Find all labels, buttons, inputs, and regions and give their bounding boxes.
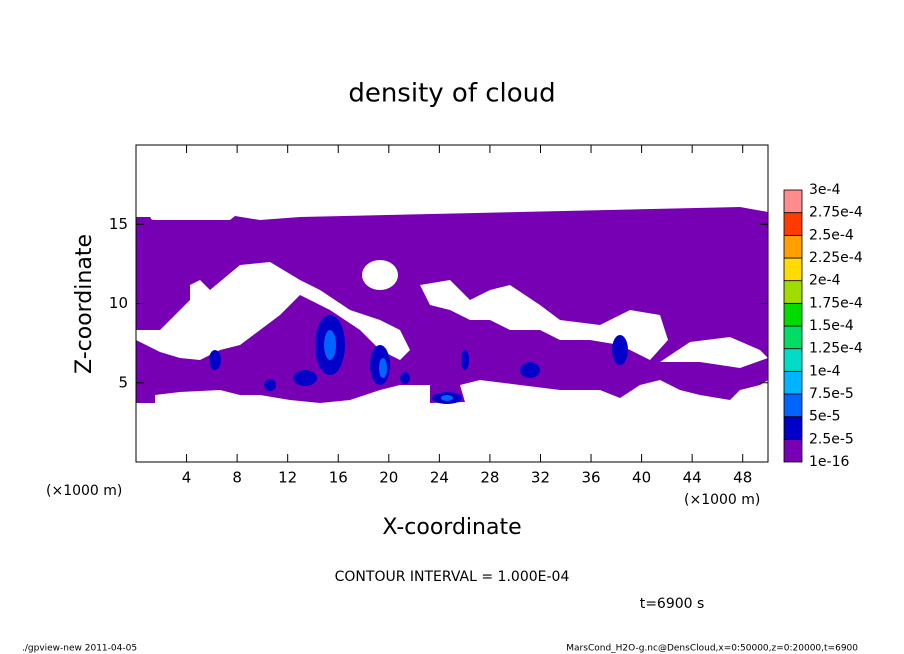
x-unit: (×1000 m): [684, 492, 760, 508]
x-unit: (×1000 m): [46, 483, 122, 499]
cloud-region: [293, 370, 317, 386]
colorbar-box: [783, 438, 803, 463]
time-label: t=6900 s: [640, 596, 705, 612]
clear-area: [136, 262, 410, 360]
colorbar-label: 2.75e-4: [809, 205, 863, 221]
cloud-region: [400, 372, 410, 384]
contour-interval: CONTOUR INTERVAL = 1.000E-04: [335, 569, 570, 585]
clear-area: [362, 260, 398, 290]
contour-field: [136, 207, 768, 404]
colorbar-label: 2.25e-4: [809, 250, 863, 266]
colorbar-label: 1.75e-4: [809, 295, 863, 311]
cloud-region: [209, 350, 221, 370]
clear-area: [420, 280, 668, 360]
x-tick-label: 32: [531, 469, 550, 487]
colorbar-box: [783, 416, 803, 440]
footer-left: ./gpview-new 2011-04-05: [22, 644, 137, 654]
colorbar-label: 2.5e-5: [809, 431, 854, 447]
x-tick-label: 12: [278, 469, 297, 487]
colorbar-label: 1e-4: [809, 363, 841, 379]
colorbar-label: 5e-5: [809, 409, 840, 425]
colorbar-box: [783, 257, 803, 282]
colorbar-box: [783, 212, 803, 236]
colorbar-box: [783, 370, 803, 395]
cloud-region: [520, 362, 540, 378]
y-tick-label: 10: [109, 294, 128, 312]
colorbar-label: 1.25e-4: [809, 341, 863, 357]
cloud-region: [612, 335, 628, 365]
cloud-region: [324, 330, 336, 360]
colorbar-label: 1e-16: [809, 454, 849, 470]
x-tick-label: 44: [683, 469, 702, 487]
x-tick-label: 40: [632, 469, 651, 487]
cloud-region: [461, 350, 469, 370]
cloud-region: [441, 395, 453, 401]
x-tick-label: 8: [232, 469, 242, 487]
cloud-region: [379, 358, 387, 378]
footer-right: MarsCond_H2O-g.nc@DensCloud,x=0:50000,z=…: [566, 644, 858, 654]
y-tick-label: 5: [118, 373, 128, 391]
colorbar-box: [783, 280, 803, 304]
colorbar-box: [783, 302, 803, 327]
x-tick-label: 16: [329, 469, 348, 487]
chart-title: density of cloud: [348, 79, 555, 109]
colorbar-label: 2e-4: [809, 273, 841, 289]
x-tick-label: 4: [182, 469, 192, 487]
colorbar-box: [783, 234, 803, 259]
y-tick-label: 15: [109, 215, 128, 233]
colorbar-box: [783, 189, 803, 214]
colorbar-label: 7.5e-5: [809, 386, 854, 402]
colorbar-label: 3e-4: [809, 182, 841, 198]
x-tick-label: 48: [733, 469, 752, 487]
clear-area: [660, 337, 768, 368]
colorbar-box: [783, 325, 803, 350]
x-tick-label: 36: [581, 469, 600, 487]
x-tick-label: 24: [430, 469, 449, 487]
y-axis-label: Z-coordinate: [72, 234, 97, 374]
colorbar-label: 2.5e-4: [809, 227, 854, 243]
x-tick-label: 20: [379, 469, 398, 487]
x-axis-label: X-coordinate: [382, 515, 521, 540]
colorbar-box: [783, 348, 803, 372]
cloud-region: [264, 379, 276, 391]
colorbar-label: 1.5e-4: [809, 318, 854, 334]
colorbar-box: [783, 393, 803, 418]
x-tick-label: 28: [480, 469, 499, 487]
